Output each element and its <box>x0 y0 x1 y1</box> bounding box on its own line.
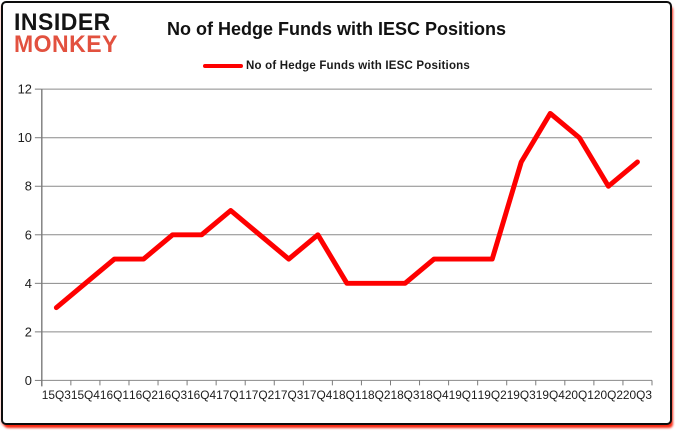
x-tick-label: 18Q3 <box>390 388 419 402</box>
x-tick-label: 18Q1 <box>332 388 361 402</box>
x-tick-label: 17Q2 <box>245 388 274 402</box>
x-tick-label: 19Q3 <box>507 388 536 402</box>
logo-line-monkey: MONKEY <box>14 30 118 58</box>
x-tick-label: 15Q4 <box>71 388 100 402</box>
series-line <box>53 110 640 311</box>
x-tick-label: 20Q3 <box>623 388 652 402</box>
x-tick-label: 19Q2 <box>478 388 507 402</box>
x-tick-label: 18Q2 <box>361 388 390 402</box>
y-tick-label: 4 <box>25 276 32 291</box>
y-tick-label: 8 <box>25 179 32 194</box>
x-tick-label: 17Q1 <box>216 388 245 402</box>
x-tick-label: 15Q3 <box>42 388 71 402</box>
y-tick-label: 12 <box>18 82 32 97</box>
logo-line-insider: INSIDER <box>14 7 111 36</box>
legend-label: No of Hedge Funds with IESC Positions <box>246 60 470 72</box>
y-tick-label: 6 <box>25 227 32 242</box>
legend: No of Hedge Funds with IESC Positions <box>3 60 670 72</box>
y-tick-label: 0 <box>25 373 32 388</box>
y-tick-label: 2 <box>25 324 32 339</box>
x-tick-label: 16Q3 <box>158 388 187 402</box>
insider-monkey-logo: INSIDER MONKEY <box>14 7 118 58</box>
x-tick-label: 17Q4 <box>303 388 332 402</box>
x-tick-label: 16Q1 <box>100 388 129 402</box>
legend-line-swatch <box>203 64 243 68</box>
x-tick-label: 16Q2 <box>129 388 158 402</box>
x-tick-label: 20Q2 <box>594 388 623 402</box>
chart-card: INSIDER MONKEY No of Hedge Funds with IE… <box>1 1 672 425</box>
x-tick-label: 19Q4 <box>536 388 565 402</box>
chart-title: No of Hedge Funds with IESC Positions <box>166 19 506 39</box>
y-tick-label: 10 <box>18 130 32 145</box>
x-tick-label: 16Q4 <box>187 388 216 402</box>
x-tick-label: 18Q4 <box>420 388 449 402</box>
x-tick-label: 20Q1 <box>565 388 594 402</box>
x-tick-label: 17Q3 <box>274 388 303 402</box>
x-tick-label: 19Q1 <box>449 388 478 402</box>
